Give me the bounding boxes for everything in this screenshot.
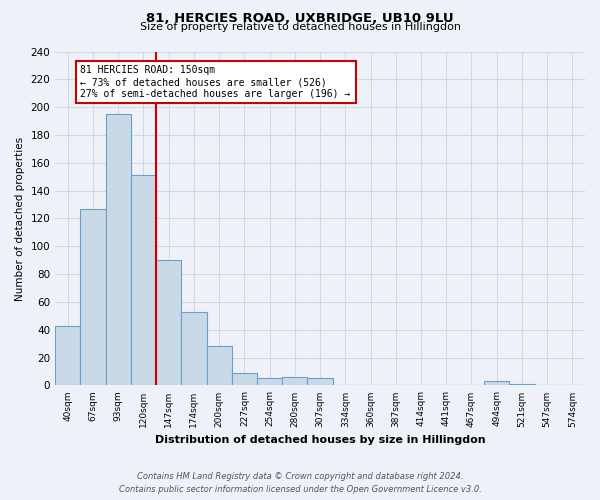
X-axis label: Distribution of detached houses by size in Hillingdon: Distribution of detached houses by size … — [155, 435, 485, 445]
Bar — [181, 312, 206, 386]
Text: Contains HM Land Registry data © Crown copyright and database right 2024.
Contai: Contains HM Land Registry data © Crown c… — [119, 472, 481, 494]
Bar — [156, 260, 181, 386]
Bar — [206, 346, 232, 386]
Text: 81, HERCIES ROAD, UXBRIDGE, UB10 9LU: 81, HERCIES ROAD, UXBRIDGE, UB10 9LU — [146, 12, 454, 26]
Text: Size of property relative to detached houses in Hillingdon: Size of property relative to detached ho… — [139, 22, 461, 32]
Bar — [80, 208, 106, 386]
Y-axis label: Number of detached properties: Number of detached properties — [15, 136, 25, 300]
Bar — [106, 114, 131, 386]
Bar — [257, 378, 282, 386]
Bar — [131, 176, 156, 386]
Bar — [484, 382, 509, 386]
Text: 81 HERCIES ROAD: 150sqm
← 73% of detached houses are smaller (526)
27% of semi-d: 81 HERCIES ROAD: 150sqm ← 73% of detache… — [80, 66, 350, 98]
Bar — [509, 384, 535, 386]
Bar — [282, 377, 307, 386]
Bar — [307, 378, 332, 386]
Bar — [55, 326, 80, 386]
Bar — [232, 373, 257, 386]
